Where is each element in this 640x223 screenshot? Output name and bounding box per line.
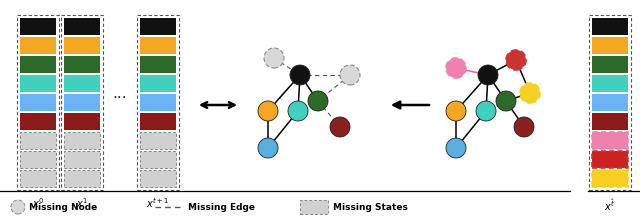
Circle shape [258, 138, 278, 158]
FancyBboxPatch shape [64, 113, 100, 130]
Circle shape [496, 91, 516, 111]
Text: $x^{0}$: $x^{0}$ [32, 196, 44, 210]
FancyBboxPatch shape [64, 37, 100, 54]
FancyBboxPatch shape [592, 151, 628, 168]
FancyBboxPatch shape [64, 18, 100, 35]
Text: $x^{t+1}$: $x^{t+1}$ [147, 196, 170, 210]
Circle shape [446, 138, 466, 158]
FancyBboxPatch shape [140, 56, 176, 73]
FancyBboxPatch shape [64, 94, 100, 111]
Text: $x^{\hat{t}}$: $x^{\hat{t}}$ [604, 196, 616, 213]
FancyBboxPatch shape [140, 170, 176, 187]
FancyBboxPatch shape [20, 37, 56, 54]
Circle shape [290, 65, 310, 85]
Circle shape [11, 200, 25, 214]
FancyBboxPatch shape [592, 113, 628, 130]
FancyBboxPatch shape [20, 94, 56, 111]
Circle shape [258, 101, 278, 121]
FancyBboxPatch shape [140, 18, 176, 35]
FancyBboxPatch shape [20, 56, 56, 73]
Text: Missing Node: Missing Node [29, 202, 97, 211]
Circle shape [506, 50, 526, 70]
Circle shape [514, 117, 534, 137]
FancyBboxPatch shape [20, 75, 56, 92]
FancyBboxPatch shape [140, 132, 176, 149]
Text: ...: ... [113, 85, 127, 101]
Circle shape [446, 101, 466, 121]
Circle shape [478, 65, 498, 85]
FancyBboxPatch shape [592, 170, 628, 187]
Circle shape [476, 101, 496, 121]
FancyBboxPatch shape [300, 200, 328, 214]
Text: Missing States: Missing States [333, 202, 408, 211]
FancyBboxPatch shape [592, 37, 628, 54]
FancyBboxPatch shape [140, 151, 176, 168]
FancyBboxPatch shape [592, 94, 628, 111]
Circle shape [340, 65, 360, 85]
Text: Missing Edge: Missing Edge [188, 202, 255, 211]
FancyBboxPatch shape [592, 18, 628, 35]
FancyBboxPatch shape [20, 113, 56, 130]
Circle shape [330, 117, 350, 137]
Circle shape [520, 83, 540, 103]
FancyBboxPatch shape [20, 151, 56, 168]
FancyBboxPatch shape [592, 75, 628, 92]
FancyBboxPatch shape [140, 37, 176, 54]
FancyBboxPatch shape [64, 170, 100, 187]
FancyBboxPatch shape [64, 56, 100, 73]
FancyBboxPatch shape [592, 132, 628, 149]
Text: $x^{1}$: $x^{1}$ [76, 196, 88, 210]
Circle shape [446, 58, 466, 78]
FancyBboxPatch shape [64, 151, 100, 168]
FancyBboxPatch shape [20, 132, 56, 149]
FancyBboxPatch shape [64, 75, 100, 92]
FancyBboxPatch shape [140, 113, 176, 130]
Circle shape [264, 48, 284, 68]
Circle shape [288, 101, 308, 121]
FancyBboxPatch shape [20, 18, 56, 35]
Circle shape [308, 91, 328, 111]
FancyBboxPatch shape [592, 56, 628, 73]
FancyBboxPatch shape [20, 170, 56, 187]
FancyBboxPatch shape [140, 94, 176, 111]
FancyBboxPatch shape [64, 132, 100, 149]
FancyBboxPatch shape [140, 75, 176, 92]
